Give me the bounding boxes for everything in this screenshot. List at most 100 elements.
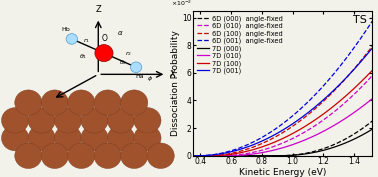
Circle shape	[41, 143, 68, 169]
Circle shape	[2, 125, 29, 151]
Circle shape	[107, 125, 135, 151]
6D (000)  angle-fixed	[191, 155, 195, 157]
6D (010)  angle-fixed	[191, 155, 195, 157]
7D (100)	[310, 120, 315, 122]
Circle shape	[28, 125, 55, 151]
Circle shape	[94, 90, 121, 115]
Circle shape	[54, 125, 82, 151]
Circle shape	[28, 108, 55, 133]
Circle shape	[68, 143, 95, 169]
7D (010)	[370, 98, 375, 100]
6D (001)  angle-fixed	[272, 129, 276, 131]
Circle shape	[81, 125, 108, 151]
6D (100)  angle-fixed	[370, 45, 375, 47]
Circle shape	[68, 90, 95, 115]
Circle shape	[147, 143, 174, 169]
6D (001)  angle-fixed	[222, 152, 227, 154]
7D (010)	[326, 128, 330, 130]
Circle shape	[134, 108, 161, 133]
Circle shape	[107, 108, 135, 133]
Line: 6D (001)  angle-fixed: 6D (001) angle-fixed	[193, 21, 372, 156]
6D (001)  angle-fixed	[237, 147, 241, 149]
Text: Ha: Ha	[136, 74, 144, 79]
7D (100)	[237, 152, 241, 154]
6D (100)  angle-fixed	[191, 155, 195, 157]
7D (000)	[272, 155, 276, 157]
X-axis label: Kinetic Energy (eV): Kinetic Energy (eV)	[239, 168, 326, 176]
Circle shape	[130, 62, 142, 73]
6D (100)  angle-fixed	[326, 96, 330, 98]
7D (010)	[222, 155, 227, 157]
6D (100)  angle-fixed	[310, 110, 315, 112]
Text: $\theta_2$: $\theta_2$	[119, 58, 127, 67]
6D (000)  angle-fixed	[272, 155, 276, 157]
7D (100)	[296, 129, 301, 131]
Line: 7D (001): 7D (001)	[193, 48, 372, 156]
7D (000)	[326, 148, 330, 150]
6D (010)  angle-fixed	[222, 155, 227, 157]
Circle shape	[121, 143, 148, 169]
Line: 6D (100)  angle-fixed: 6D (100) angle-fixed	[193, 46, 372, 156]
Text: $r_1$: $r_1$	[83, 36, 90, 45]
6D (000)  angle-fixed	[222, 155, 227, 157]
6D (010)  angle-fixed	[326, 116, 330, 118]
6D (001)  angle-fixed	[191, 155, 195, 157]
Circle shape	[95, 45, 113, 62]
Y-axis label: Dissociation Probability: Dissociation Probability	[171, 30, 180, 136]
Legend: 6D (000)  angle-fixed, 6D (010)  angle-fixed, 6D (100)  angle-fixed, 6D (001)  a: 6D (000) angle-fixed, 6D (010) angle-fix…	[196, 14, 284, 76]
7D (100)	[370, 69, 375, 71]
7D (100)	[191, 155, 195, 157]
6D (000)  angle-fixed	[296, 153, 301, 156]
6D (100)  angle-fixed	[222, 153, 227, 156]
7D (000)	[191, 155, 195, 157]
6D (001)  angle-fixed	[296, 110, 301, 112]
Line: 7D (010): 7D (010)	[193, 99, 372, 156]
Text: $\phi$: $\phi$	[147, 74, 153, 83]
Text: Hb: Hb	[62, 27, 71, 32]
Text: $\alpha$: $\alpha$	[117, 29, 124, 37]
6D (001)  angle-fixed	[370, 20, 375, 22]
6D (010)  angle-fixed	[310, 126, 315, 128]
7D (000)	[222, 155, 227, 157]
Text: O: O	[102, 34, 108, 43]
7D (001)	[222, 152, 227, 154]
7D (001)	[310, 108, 315, 110]
Text: Z: Z	[95, 5, 101, 14]
Text: TS: TS	[353, 15, 367, 25]
6D (000)  angle-fixed	[370, 120, 375, 122]
7D (000)	[237, 155, 241, 157]
7D (001)	[191, 155, 195, 157]
Text: $\times 10^{-2}$: $\times 10^{-2}$	[171, 0, 192, 8]
6D (001)  angle-fixed	[326, 80, 330, 82]
6D (000)  angle-fixed	[310, 151, 315, 153]
7D (001)	[296, 119, 301, 121]
7D (000)	[310, 152, 315, 154]
7D (010)	[310, 136, 315, 138]
Circle shape	[54, 108, 82, 133]
Line: 7D (100): 7D (100)	[193, 70, 372, 156]
7D (100)	[222, 154, 227, 156]
6D (010)  angle-fixed	[370, 75, 375, 77]
Line: 6D (000)  angle-fixed: 6D (000) angle-fixed	[193, 121, 372, 156]
7D (000)	[296, 154, 301, 156]
Text: $r_2$: $r_2$	[125, 49, 132, 58]
Text: X: X	[170, 70, 176, 79]
Circle shape	[134, 125, 161, 151]
6D (000)  angle-fixed	[326, 146, 330, 148]
7D (100)	[326, 110, 330, 112]
6D (010)  angle-fixed	[296, 135, 301, 137]
Circle shape	[121, 90, 148, 115]
Circle shape	[81, 108, 108, 133]
6D (100)  angle-fixed	[296, 121, 301, 123]
7D (001)	[237, 149, 241, 151]
Line: 7D (000): 7D (000)	[193, 129, 372, 156]
6D (010)  angle-fixed	[237, 154, 241, 156]
6D (001)  angle-fixed	[310, 96, 315, 98]
7D (100)	[272, 141, 276, 143]
7D (010)	[272, 149, 276, 151]
6D (100)  angle-fixed	[237, 150, 241, 153]
7D (000)	[370, 128, 375, 130]
7D (010)	[191, 155, 195, 157]
Circle shape	[15, 90, 42, 115]
7D (001)	[370, 47, 375, 49]
